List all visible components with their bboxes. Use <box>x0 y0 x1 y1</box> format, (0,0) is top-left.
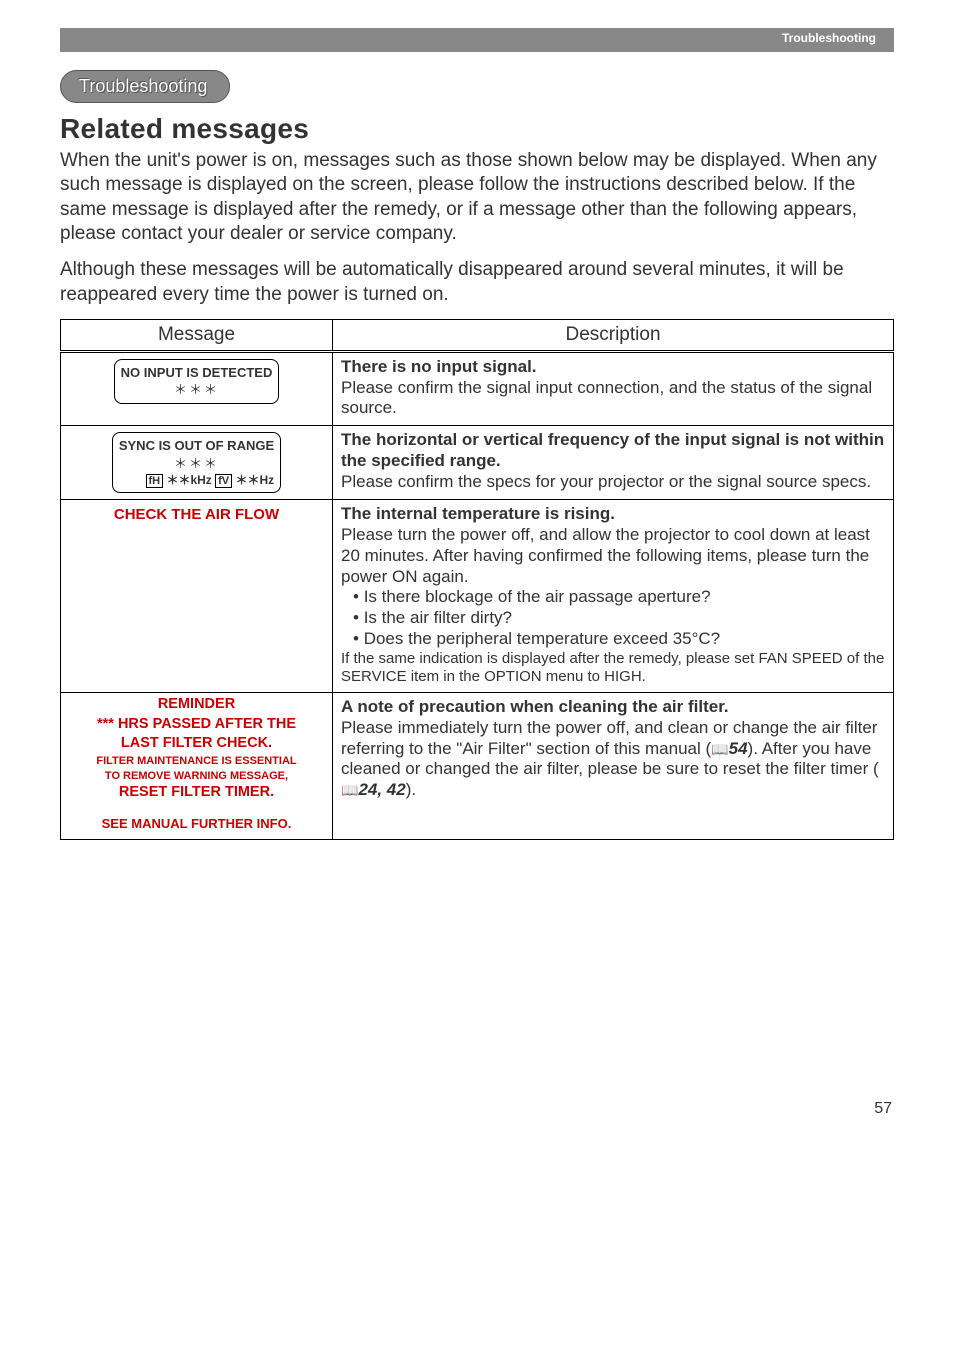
intro-paragraph-1: When the unit's power is on, messages su… <box>60 149 894 246</box>
reminder-line: LAST FILTER CHECK. <box>67 734 326 754</box>
reminder-line: TO REMOVE WARNING MESSAGE, <box>67 769 326 784</box>
message-line: SYNC IS OUT OF RANGE <box>119 437 274 455</box>
desc-bullet: Is the air filter dirty? <box>353 608 885 629</box>
desc-text: Please confirm the signal input connecti… <box>341 378 885 419</box>
desc-bullet-list: Is there blockage of the air passage ape… <box>341 587 885 649</box>
book-icon: 📖 <box>341 782 358 799</box>
page-number: 57 <box>60 1100 894 1118</box>
table-head-description: Description <box>333 319 894 351</box>
desc-heading: The internal temperature is rising. <box>341 504 885 525</box>
desc-heading: There is no input signal. <box>341 357 885 378</box>
header-bar-label: Troubleshooting <box>782 31 876 45</box>
reminder-line: *** HRS PASSED AFTER THE <box>67 715 326 735</box>
message-box-no-input: NO INPUT IS DETECTED ＊＊＊ <box>114 359 280 404</box>
reminder-line: FILTER MAINTENANCE IS ESSENTIAL <box>67 754 326 769</box>
table-row: SYNC IS OUT OF RANGE ＊＊＊ fH ＊＊kHz fV ＊＊H… <box>61 426 894 500</box>
book-icon: 📖 <box>711 741 728 758</box>
desc-heading: A note of precaution when cleaning the a… <box>341 697 885 718</box>
table-row: CHECK THE AIR FLOW The internal temperat… <box>61 500 894 693</box>
message-line: ＊＊＊ <box>119 455 274 473</box>
desc-bullet: Is there blockage of the air passage ape… <box>353 587 885 608</box>
message-line: NO INPUT IS DETECTED <box>121 364 273 382</box>
reminder-line: REMINDER <box>67 695 326 715</box>
reminder-line: RESET FILTER TIMER. <box>67 783 326 803</box>
fv-label: fV <box>215 474 232 488</box>
page-ref: 24, 42 <box>358 780 405 799</box>
message-line: fH ＊＊kHz fV ＊＊Hz <box>119 472 274 488</box>
table-row: NO INPUT IS DETECTED ＊＊＊ There is no inp… <box>61 351 894 425</box>
messages-table: Message Description NO INPUT IS DETECTED… <box>60 319 894 840</box>
desc-text: Please immediately turn the power off, a… <box>341 718 885 801</box>
page-title: Related messages <box>60 113 894 145</box>
desc-heading: The horizontal or vertical frequency of … <box>341 430 885 471</box>
message-box-sync-range: SYNC IS OUT OF RANGE ＊＊＊ fH ＊＊kHz fV ＊＊H… <box>112 432 281 493</box>
message-check-airflow: CHECK THE AIR FLOW <box>67 506 326 523</box>
page-ref: 54 <box>729 739 748 758</box>
table-head-message: Message <box>61 319 333 351</box>
desc-text: Please confirm the specs for your projec… <box>341 472 885 493</box>
desc-bullet: Does the peripheral temperature exceed 3… <box>353 629 885 650</box>
message-line: ＊＊＊ <box>121 381 273 399</box>
table-row: REMINDER *** HRS PASSED AFTER THE LAST F… <box>61 693 894 839</box>
reminder-line: SEE MANUAL FURTHER INFO. <box>67 815 326 833</box>
desc-text: If the same indication is displayed afte… <box>341 650 885 687</box>
header-bar: Troubleshooting <box>60 28 894 52</box>
section-pill: Troubleshooting <box>60 70 230 103</box>
fh-label: fH <box>146 474 164 488</box>
intro-paragraph-2: Although these messages will be automati… <box>60 258 894 307</box>
desc-text: Please turn the power off, and allow the… <box>341 525 885 587</box>
